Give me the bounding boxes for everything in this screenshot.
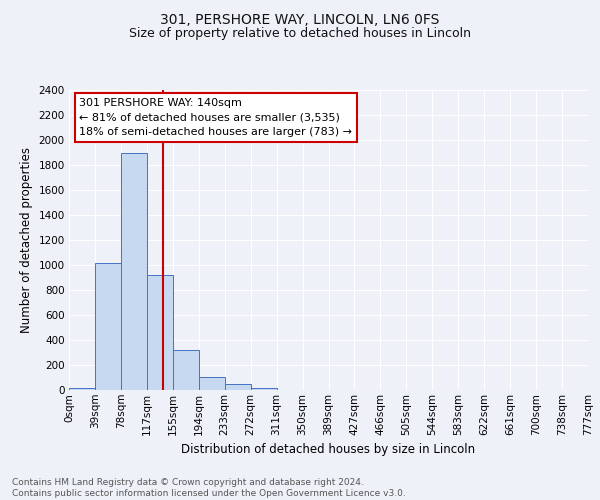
Bar	[95, 262, 121, 390]
Text: 301 PERSHORE WAY: 140sqm
← 81% of detached houses are smaller (3,535)
18% of sem: 301 PERSHORE WAY: 140sqm ← 81% of detach…	[79, 98, 352, 137]
Bar	[147, 275, 173, 390]
Bar	[69, 388, 95, 390]
Bar	[199, 377, 224, 390]
Text: 301, PERSHORE WAY, LINCOLN, LN6 0FS: 301, PERSHORE WAY, LINCOLN, LN6 0FS	[160, 12, 440, 26]
Bar	[173, 350, 199, 390]
Bar	[121, 152, 147, 390]
Text: Contains HM Land Registry data © Crown copyright and database right 2024.
Contai: Contains HM Land Registry data © Crown c…	[12, 478, 406, 498]
Text: Size of property relative to detached houses in Lincoln: Size of property relative to detached ho…	[129, 28, 471, 40]
X-axis label: Distribution of detached houses by size in Lincoln: Distribution of detached houses by size …	[181, 443, 476, 456]
Y-axis label: Number of detached properties: Number of detached properties	[20, 147, 33, 333]
Bar	[225, 384, 251, 390]
Bar	[251, 388, 277, 390]
